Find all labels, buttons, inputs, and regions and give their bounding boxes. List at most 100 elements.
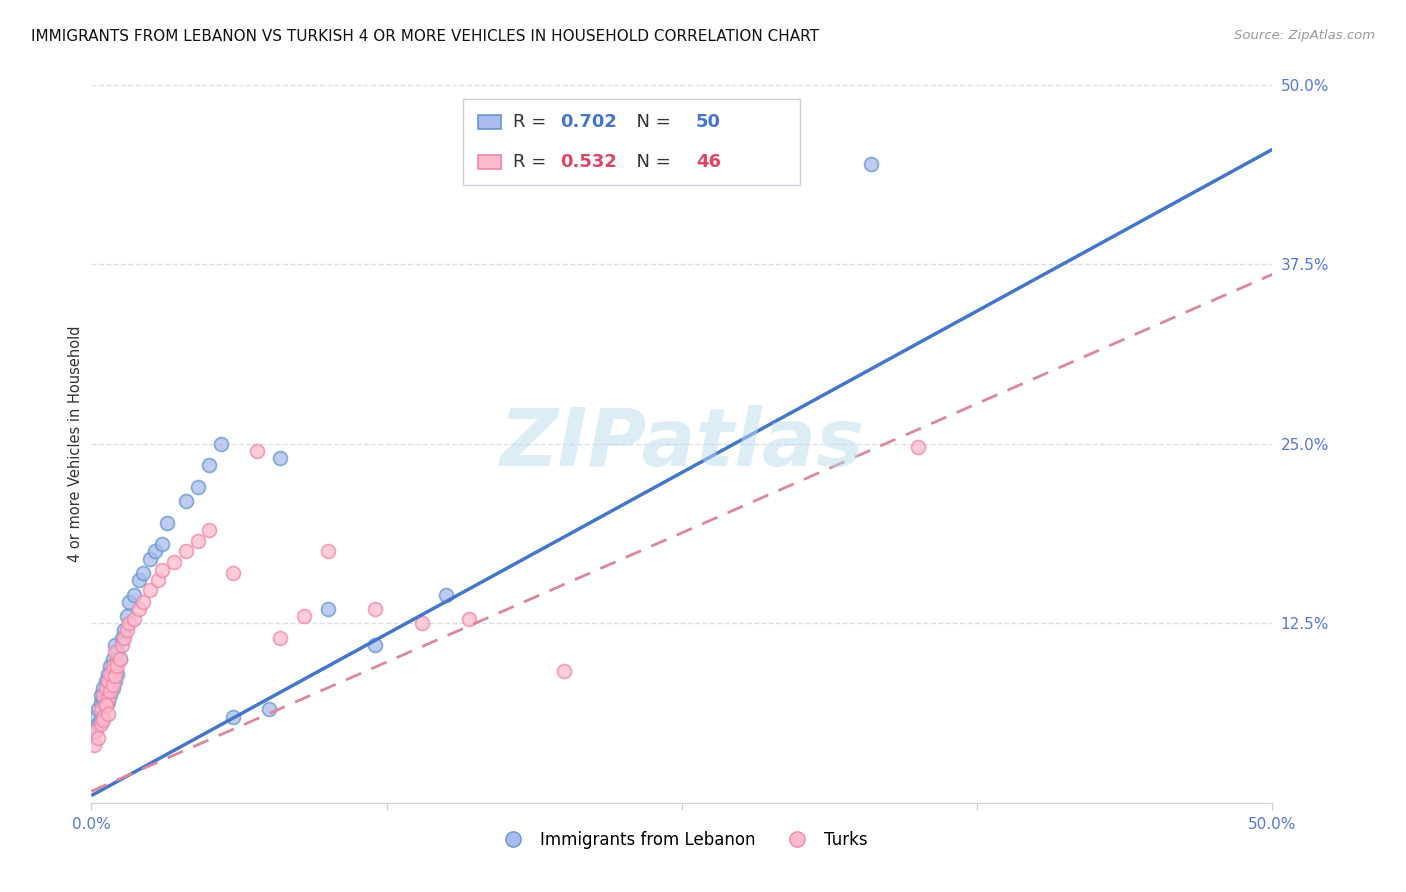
Point <box>187 534 209 549</box>
Point <box>198 458 221 473</box>
Point <box>98 673 121 688</box>
Point <box>114 624 136 638</box>
Point <box>553 664 575 678</box>
Point <box>411 616 433 631</box>
Point <box>90 695 112 709</box>
Point <box>87 716 110 731</box>
Point <box>257 702 280 716</box>
Point <box>146 573 169 587</box>
Point <box>91 681 114 695</box>
Point <box>83 739 105 753</box>
Point <box>150 537 173 551</box>
Text: N =: N = <box>626 153 676 171</box>
Point <box>104 638 127 652</box>
Point <box>101 659 124 673</box>
Point <box>139 583 162 598</box>
Point <box>94 698 117 713</box>
Point <box>174 544 197 558</box>
Point <box>122 588 145 602</box>
Point <box>97 692 120 706</box>
Point <box>105 659 128 673</box>
Point <box>143 544 166 558</box>
Point <box>97 666 120 681</box>
Point <box>118 595 141 609</box>
Point <box>104 673 127 688</box>
Point <box>859 157 882 171</box>
Point <box>98 688 121 702</box>
Point <box>364 638 387 652</box>
Point <box>84 709 107 723</box>
Text: R =: R = <box>513 153 553 171</box>
Point <box>115 624 138 638</box>
Point <box>115 609 138 624</box>
Point <box>87 731 110 746</box>
Point <box>97 695 120 709</box>
Point <box>98 683 121 698</box>
Text: R =: R = <box>513 113 553 131</box>
Point <box>108 652 131 666</box>
Point <box>104 645 127 659</box>
Point <box>94 698 117 713</box>
Point <box>150 563 173 577</box>
Text: N =: N = <box>626 113 676 131</box>
Point <box>114 631 136 645</box>
Point <box>434 588 457 602</box>
Text: ZIPatlas: ZIPatlas <box>499 405 865 483</box>
Point <box>907 440 929 454</box>
Text: 46: 46 <box>696 153 721 171</box>
Point <box>97 683 120 698</box>
Point <box>108 652 131 666</box>
Legend: Immigrants from Lebanon, Turks: Immigrants from Lebanon, Turks <box>489 824 875 855</box>
Point <box>132 595 155 609</box>
Point <box>156 516 179 530</box>
Point <box>84 724 107 739</box>
Point <box>111 638 134 652</box>
Y-axis label: 4 or more Vehicles in Household: 4 or more Vehicles in Household <box>67 326 83 562</box>
Point <box>105 666 128 681</box>
Point <box>91 713 114 727</box>
Point <box>316 602 339 616</box>
Point <box>246 444 269 458</box>
Point <box>104 659 127 673</box>
Text: 0.532: 0.532 <box>560 153 617 171</box>
Text: 0.702: 0.702 <box>560 113 617 131</box>
Point <box>91 709 114 723</box>
Point <box>209 436 232 450</box>
Text: IMMIGRANTS FROM LEBANON VS TURKISH 4 OR MORE VEHICLES IN HOUSEHOLD CORRELATION C: IMMIGRANTS FROM LEBANON VS TURKISH 4 OR … <box>31 29 818 44</box>
Point <box>87 702 110 716</box>
Point <box>97 673 120 688</box>
Point <box>91 688 114 702</box>
Point <box>128 573 150 587</box>
Point <box>90 688 112 702</box>
Point <box>139 551 162 566</box>
Point <box>91 709 114 723</box>
Point <box>97 706 120 721</box>
Point <box>222 566 245 580</box>
Point <box>187 480 209 494</box>
Point <box>269 631 291 645</box>
Point <box>316 544 339 558</box>
Point <box>105 645 128 659</box>
Point <box>90 716 112 731</box>
Text: Source: ZipAtlas.com: Source: ZipAtlas.com <box>1234 29 1375 42</box>
Point <box>198 523 221 537</box>
Point <box>163 555 186 569</box>
Point <box>132 566 155 580</box>
Point <box>98 659 121 673</box>
Point <box>118 616 141 631</box>
Text: 50: 50 <box>696 113 721 131</box>
Point <box>101 681 124 695</box>
Point <box>90 702 112 716</box>
Point <box>101 678 124 692</box>
Point <box>111 631 134 645</box>
Point <box>83 724 105 739</box>
FancyBboxPatch shape <box>478 155 501 169</box>
Point <box>94 688 117 702</box>
Point <box>292 609 315 624</box>
Point <box>458 612 481 626</box>
Point <box>269 451 291 466</box>
Point <box>122 612 145 626</box>
Point <box>364 602 387 616</box>
Point <box>90 713 112 727</box>
Point <box>174 494 197 508</box>
